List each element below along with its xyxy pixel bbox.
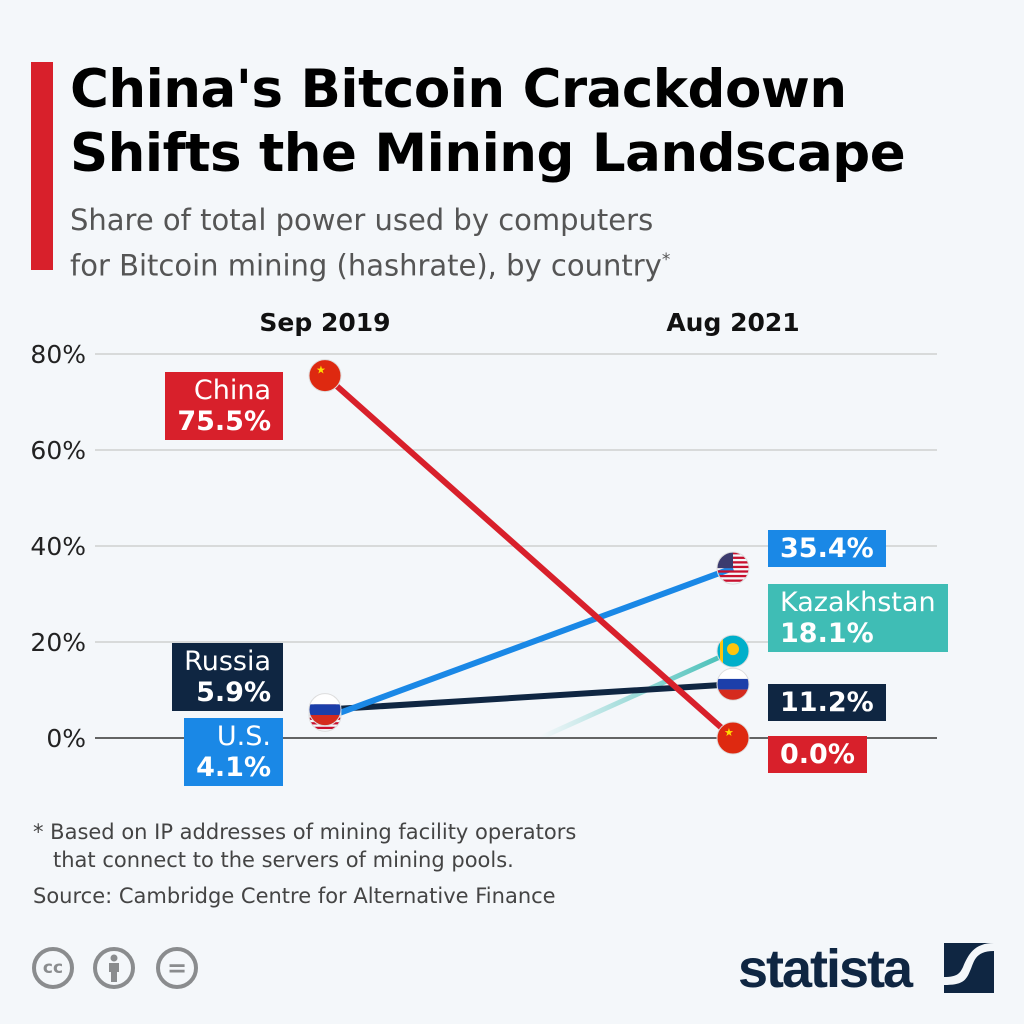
flag-stripe xyxy=(717,574,749,578)
value-label: 35.4% xyxy=(780,533,874,564)
flag-blue xyxy=(717,678,749,690)
flag-outline xyxy=(716,667,750,701)
data-label-russia-1: 11.2% xyxy=(768,684,886,721)
value-label: 0.0% xyxy=(780,739,855,770)
cc-text: cc xyxy=(42,958,64,978)
value-label: 5.9% xyxy=(196,677,271,708)
y-tick-label: 60% xyxy=(30,436,86,465)
series-name: Kazakhstan xyxy=(780,587,936,618)
person-icon xyxy=(109,954,119,982)
footnote-line-1: * Based on IP addresses of mining facili… xyxy=(33,820,577,844)
flag-blue xyxy=(309,704,341,716)
series-line-us xyxy=(323,565,735,722)
statista-logo[interactable]: statista xyxy=(738,939,913,999)
data-label-us-1: 35.4% xyxy=(768,530,886,567)
category-label-1: Aug 2021 xyxy=(666,308,800,337)
category-label-0: Sep 2019 xyxy=(259,308,391,337)
flag-white xyxy=(309,693,341,705)
data-label-china-1: 0.0% xyxy=(768,736,867,773)
accent-bar xyxy=(31,62,53,270)
flag-outline xyxy=(716,634,750,668)
flag-fill: ★ xyxy=(717,722,749,754)
series-line-kazakhstan xyxy=(538,648,735,741)
no-derivatives-icon[interactable]: = xyxy=(156,947,198,989)
subtitle-line-1: Share of total power used by computers xyxy=(70,203,654,237)
y-tick-label: 20% xyxy=(30,628,86,657)
flag-outline xyxy=(716,721,750,755)
y-tick-label: 40% xyxy=(30,532,86,561)
us-flag-icon xyxy=(716,551,750,585)
statista-logo-mark-icon xyxy=(944,943,994,993)
y-tick-label: 0% xyxy=(46,724,86,753)
russia-flag-icon xyxy=(308,693,342,727)
chart-title: China's Bitcoin Crackdown Shifts the Min… xyxy=(70,59,906,184)
data-label-kazakhstan-1: Kazakhstan 18.1% xyxy=(768,584,948,652)
flag-red xyxy=(309,715,341,726)
chart-subtitle: Share of total power used by computers f… xyxy=(70,200,970,286)
china-flag-icon: ★ xyxy=(716,721,750,755)
value-label: 11.2% xyxy=(780,687,874,718)
subtitle-footnote-mark: * xyxy=(661,250,671,270)
china-flag-icon: ★ xyxy=(308,359,342,393)
value-label: 75.5% xyxy=(177,406,271,437)
flag-stripe xyxy=(309,726,341,730)
flag-stripe xyxy=(717,579,749,582)
flag-fill xyxy=(717,635,749,668)
flag-ornament xyxy=(720,635,723,668)
creative-commons-icon[interactable]: cc xyxy=(32,947,74,989)
flag-outline xyxy=(308,359,342,393)
equals-text: = xyxy=(166,954,188,982)
flag-outline xyxy=(716,551,750,585)
flag-fill: ★ xyxy=(309,359,341,392)
subtitle-line-2: for Bitcoin mining (hashrate), by countr… xyxy=(70,248,662,283)
series-line-china xyxy=(323,373,735,741)
series-line-russia xyxy=(324,681,734,713)
flag-star: ★ xyxy=(724,726,734,739)
flag-red xyxy=(309,359,341,392)
attribution-icon[interactable] xyxy=(93,947,135,989)
data-label-russia-0: Russia 5.9% xyxy=(172,643,283,711)
kazakhstan-flag-icon xyxy=(716,634,750,668)
source-text: Source: Cambridge Centre for Alternative… xyxy=(33,884,556,908)
value-label: 4.1% xyxy=(196,752,271,783)
flag-fill xyxy=(309,693,341,726)
series-name: China xyxy=(193,375,271,406)
flag-white xyxy=(717,668,749,679)
series-name: U.S. xyxy=(216,721,271,752)
flag-star: ★ xyxy=(316,364,326,377)
russia-flag-icon xyxy=(716,667,750,701)
flag-fill xyxy=(717,668,749,701)
series-name: Russia xyxy=(184,646,271,677)
y-tick-label: 80% xyxy=(30,340,86,369)
flag-red xyxy=(717,722,749,754)
footnote-line-2: that connect to the servers of mining po… xyxy=(53,848,514,872)
flag-stripe xyxy=(717,570,749,573)
flag-sun xyxy=(727,643,739,656)
flag-red xyxy=(717,689,749,701)
value-label: 18.1% xyxy=(780,618,874,649)
data-label-china-0: China 75.5% xyxy=(165,372,283,440)
flag-outline xyxy=(308,693,342,727)
data-label-us-0: U.S. 4.1% xyxy=(184,718,283,786)
